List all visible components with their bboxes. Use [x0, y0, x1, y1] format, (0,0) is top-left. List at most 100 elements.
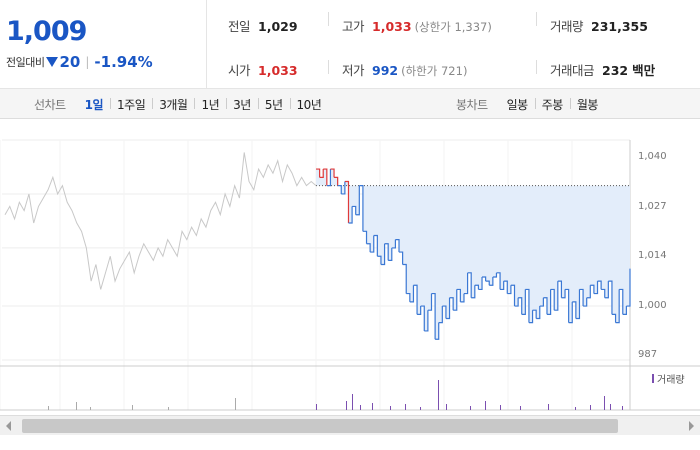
- stat-divider: [328, 12, 329, 26]
- stat-label: 거래량: [550, 19, 584, 34]
- today-price-segment: [352, 205, 357, 215]
- tab-1-day[interactable]: 1일: [84, 97, 104, 112]
- chart-canvas: [0, 139, 700, 411]
- volume-bar: [360, 405, 361, 410]
- stat-value: 1,029: [258, 19, 298, 34]
- today-price-segment: [532, 309, 537, 319]
- volume-bar: [622, 406, 623, 410]
- today-price-segment: [377, 255, 382, 265]
- today-price-segment: [554, 281, 559, 311]
- today-price-segment: [471, 285, 476, 299]
- chart-scrollbar[interactable]: [0, 415, 700, 435]
- volume-bar: [316, 404, 317, 410]
- y-tick-label: 987: [638, 349, 658, 360]
- scroll-thumb[interactable]: [22, 419, 618, 433]
- tab-weekly-candle[interactable]: 주봉: [534, 96, 570, 113]
- intraday-chart: 1,040 1,027 1,014 1,000 987 거래량: [0, 120, 700, 415]
- y-tick-label: 1,014: [638, 250, 667, 261]
- tab-10-years[interactable]: 10년: [289, 96, 329, 113]
- today-price-segment: [424, 310, 429, 332]
- volume-bar: [235, 398, 236, 410]
- today-price-segment: [323, 168, 328, 186]
- today-price-segment: [388, 247, 393, 261]
- today-price-segment: [622, 306, 627, 315]
- volume-bar: [390, 406, 391, 410]
- tab-1-year[interactable]: 1년: [194, 96, 226, 113]
- tab-daily-candle[interactable]: 일봉: [506, 97, 529, 112]
- today-price-segment: [370, 235, 375, 253]
- today-price-segment: [399, 251, 404, 265]
- today-price-segment: [518, 297, 523, 315]
- price-change: 전일대비 20 | -1.94%: [6, 53, 153, 71]
- today-price-segment: [579, 288, 584, 307]
- today-price-segment: [409, 285, 415, 303]
- candle-chart-label: 봉차트: [456, 97, 488, 112]
- tab-3-months[interactable]: 3개월: [152, 96, 194, 113]
- today-price-segment: [431, 292, 436, 340]
- tab-monthly-candle[interactable]: 월봉: [569, 96, 605, 113]
- today-price-segment: [550, 288, 555, 311]
- tab-5-years[interactable]: 5년: [257, 96, 290, 113]
- volume-legend-label: 거래량: [657, 375, 685, 386]
- today-price-segment: [601, 288, 606, 298]
- stat-open: 시가 1,033: [228, 60, 298, 79]
- today-price-segment: [316, 168, 321, 178]
- today-price-segment: [615, 289, 620, 324]
- today-price-segment: [546, 289, 552, 315]
- today-price-segment: [449, 297, 454, 311]
- volume-bar: [470, 406, 471, 410]
- scroll-right-arrow-icon[interactable]: [689, 421, 694, 431]
- volume-bar: [420, 407, 421, 410]
- scroll-left-arrow-icon[interactable]: [6, 421, 11, 431]
- today-price-segment: [489, 276, 494, 286]
- line-chart-label: 선차트: [34, 97, 66, 112]
- today-price-segment: [557, 280, 563, 298]
- today-price-segment: [572, 301, 577, 319]
- today-price-segment: [344, 180, 350, 224]
- today-price-segment: [334, 176, 339, 186]
- today-price-segment: [406, 292, 411, 302]
- today-price-segment: [330, 168, 335, 178]
- stat-amount: 거래대금 232 백만: [550, 60, 655, 79]
- stat-label: 저가: [342, 63, 365, 78]
- today-price-segment: [391, 239, 397, 249]
- today-price-segment: [395, 239, 400, 253]
- today-price-segment: [626, 268, 631, 307]
- change-divider: |: [85, 55, 90, 69]
- volume-bar: [48, 406, 49, 410]
- y-tick-label: 1,000: [638, 300, 667, 311]
- today-price-segment: [460, 293, 465, 303]
- today-price-segment: [359, 185, 364, 232]
- today-price-segment: [482, 276, 487, 282]
- today-price-segment: [543, 297, 548, 315]
- today-price-segment: [536, 306, 541, 320]
- today-price-segment: [420, 305, 425, 331]
- today-price-segment: [568, 301, 573, 324]
- today-price-segment: [565, 288, 570, 323]
- volume-bar: [575, 407, 576, 410]
- volume-bar: [590, 405, 591, 410]
- price-stats: 전일 1,029 고가 1,033 (상한가 1,337) 거래량 231,355 시가…: [208, 0, 700, 88]
- y-tick-label: 1,027: [638, 201, 667, 212]
- tab-3-years[interactable]: 3년: [226, 96, 258, 113]
- today-price-segment: [348, 206, 353, 224]
- today-price-segment: [435, 322, 440, 340]
- today-price-segment: [521, 289, 526, 315]
- today-price-segment: [485, 280, 490, 286]
- today-price-segment: [427, 293, 433, 311]
- today-price-segment: [611, 313, 617, 323]
- stat-value: 992: [372, 63, 399, 78]
- today-price-segment: [362, 230, 368, 244]
- today-price-segment: [453, 289, 458, 311]
- volume-bar: [604, 396, 605, 410]
- today-price-segment: [525, 288, 530, 323]
- prev-close-fill-area: [316, 169, 630, 340]
- today-price-segment: [456, 288, 461, 302]
- stat-divider: [536, 12, 537, 26]
- change-label: 전일대비: [6, 56, 45, 69]
- volume-bar: [446, 404, 447, 410]
- stat-unit: 백만: [632, 63, 656, 78]
- today-price-segment: [597, 280, 602, 290]
- today-price-segment: [583, 297, 588, 307]
- tab-1-week[interactable]: 1주일: [110, 96, 152, 113]
